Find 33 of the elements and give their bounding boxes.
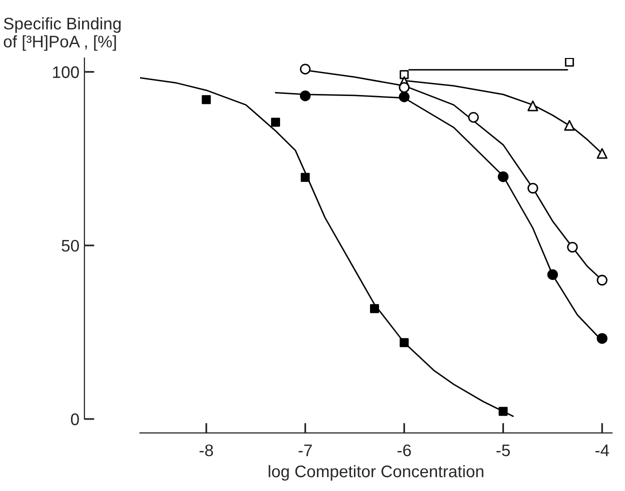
point <box>370 304 380 314</box>
y-tick-label: 50 <box>62 240 79 252</box>
point <box>547 269 558 280</box>
x-tick-label: -6 <box>398 444 411 456</box>
point <box>300 90 311 102</box>
point <box>527 100 538 112</box>
point <box>300 64 311 74</box>
point <box>300 172 310 182</box>
point <box>527 182 538 194</box>
x-axis-title: log Competitor Concentration <box>268 465 484 481</box>
line-series <box>140 77 514 417</box>
x-tick-label: -7 <box>298 444 312 456</box>
point <box>596 333 608 344</box>
point <box>271 118 280 127</box>
y-tick-label: 100 <box>53 66 79 78</box>
point <box>468 112 479 123</box>
point <box>596 148 608 159</box>
x-tick-label: -4 <box>595 444 610 456</box>
point <box>596 274 608 286</box>
point <box>398 92 410 102</box>
x-tick-label: -5 <box>496 444 510 456</box>
y-axis-title: Specific Binding of [³H]PoA , [%] <box>4 17 121 51</box>
point <box>564 120 575 131</box>
point <box>498 406 508 416</box>
point <box>498 171 509 182</box>
x-tick-label: -8 <box>200 444 213 456</box>
point <box>400 338 409 348</box>
point <box>564 58 574 67</box>
point <box>400 70 409 80</box>
point <box>202 95 211 104</box>
y-tick-label: 0 <box>70 413 79 426</box>
point <box>398 82 410 93</box>
point <box>567 242 578 253</box>
